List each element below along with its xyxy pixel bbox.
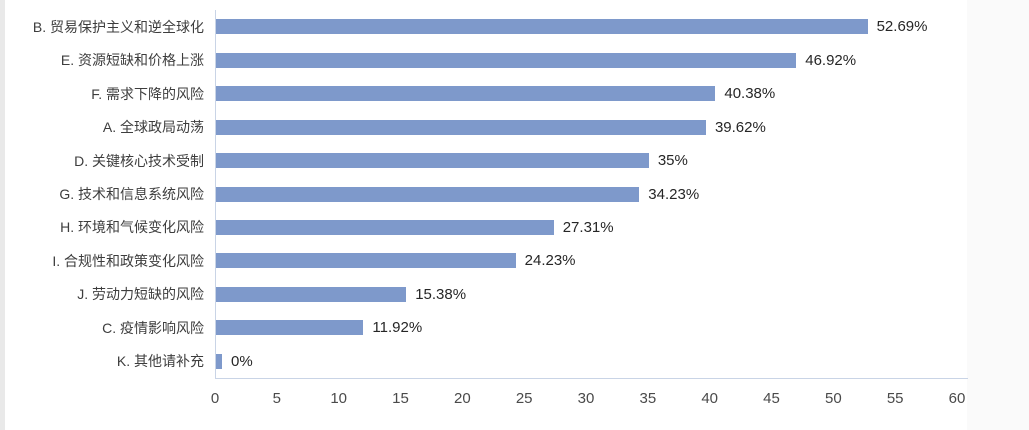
x-axis-tick-label: 55	[886, 390, 904, 407]
value-label: 39.62%	[714, 118, 766, 136]
value-label: 11.92%	[372, 319, 423, 337]
bar	[216, 52, 797, 68]
bar	[216, 119, 706, 135]
value-label: 15.38%	[415, 285, 467, 303]
x-axis-tick-label: 30	[577, 390, 595, 407]
x-axis-tick-label: 45	[763, 390, 780, 407]
category-label: D. 关键核心技术受制	[74, 152, 204, 169]
value-label: 52.69%	[876, 18, 928, 36]
x-axis-tick-label: 10	[330, 390, 347, 407]
value-label: 0%	[231, 352, 253, 370]
bar	[216, 153, 649, 169]
category-label: I. 合规性和政策变化风险	[52, 252, 204, 269]
page-edge-strip	[0, 0, 5, 430]
bar	[216, 353, 222, 369]
bar	[216, 286, 407, 302]
x-axis-tick-label: 25	[515, 390, 533, 407]
x-axis-tick-label: 0	[210, 390, 220, 407]
category-label: F. 需求下降的风险	[91, 85, 204, 102]
category-label: E. 资源短缺和价格上涨	[60, 52, 204, 69]
value-label: 24.23%	[524, 252, 576, 270]
value-label: 34.23%	[648, 185, 700, 203]
x-axis-tick-label: 20	[453, 390, 471, 407]
chart-right-margin	[967, 0, 1029, 430]
x-axis-tick-label: 50	[824, 390, 842, 407]
category-label: C. 疫情影响风险	[102, 319, 204, 336]
category-label: A. 全球政局动荡	[102, 119, 204, 136]
value-label: 46.92%	[805, 51, 857, 69]
bar	[216, 186, 640, 202]
category-label: J. 劳动力短缺的风险	[77, 286, 204, 303]
bar	[216, 86, 716, 102]
bar	[216, 219, 554, 235]
x-axis-tick-label: 40	[701, 390, 718, 407]
y-axis-line	[215, 10, 216, 378]
value-label: 40.38%	[724, 85, 776, 103]
category-label: G. 技术和信息系统风险	[59, 185, 204, 202]
bar	[216, 19, 868, 35]
value-label: 27.31%	[562, 218, 614, 236]
x-axis-line	[215, 378, 968, 379]
value-label: 35%	[657, 152, 688, 170]
category-label: B. 贸易保护主义和逆全球化	[32, 18, 204, 35]
x-axis-tick-label: 5	[272, 390, 281, 407]
bar	[216, 320, 364, 336]
category-label: H. 环境和气候变化风险	[60, 219, 204, 236]
category-label: K. 其他请补充	[116, 353, 204, 370]
x-axis-tick-label: 35	[639, 390, 657, 407]
x-axis-tick-label: 15	[392, 390, 409, 407]
x-axis-tick-label: 60	[948, 390, 966, 407]
bar	[216, 253, 516, 269]
